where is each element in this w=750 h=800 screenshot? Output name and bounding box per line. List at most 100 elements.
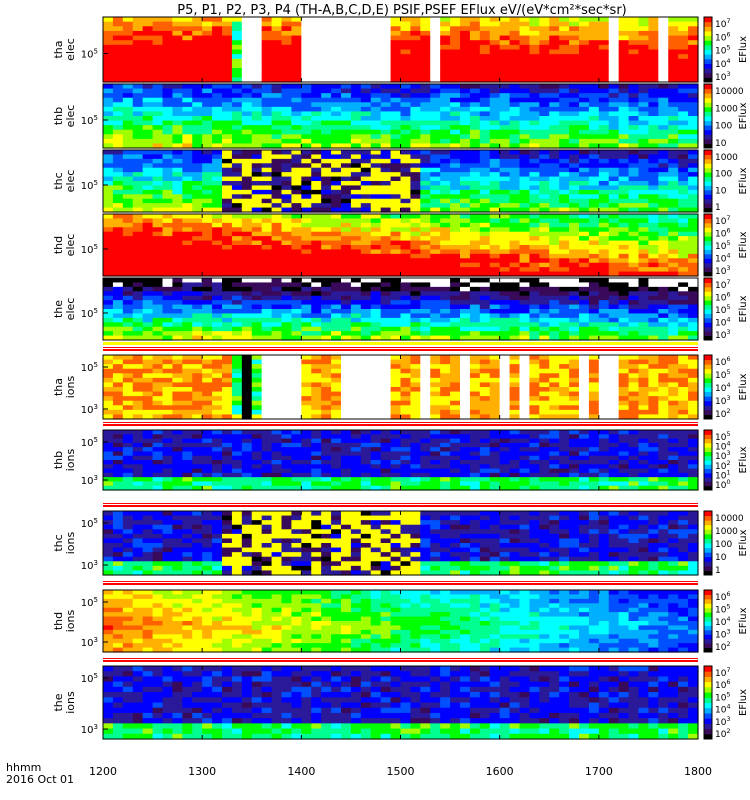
spectrogram-cell (628, 282, 640, 288)
spectrogram-cell (539, 21, 550, 27)
spectrogram-cell (499, 102, 511, 108)
spectrogram-cell (509, 262, 521, 268)
spectrogram-cell (271, 231, 283, 237)
spectrogram-cell (539, 172, 550, 178)
spectrogram-cell (212, 267, 223, 273)
spectrogram-cell (380, 143, 392, 149)
spectrogram-cell (529, 68, 540, 74)
spectrogram-cell (241, 368, 253, 374)
spectrogram-cell (331, 120, 342, 126)
spectrogram-cell (360, 207, 372, 213)
spectrogram-cell (291, 387, 302, 393)
spectrogram-cell (142, 278, 154, 284)
spectrogram-cell (489, 387, 501, 393)
spectrogram-cell (112, 35, 124, 41)
spectrogram-cell (281, 286, 293, 292)
spectrogram-cell (142, 295, 154, 301)
spectrogram-cell (142, 304, 154, 310)
spectrogram-cell (360, 355, 372, 361)
spectrogram-cell (301, 262, 312, 268)
spectrogram-cell (380, 400, 392, 406)
spectrogram-cell (460, 355, 471, 361)
spectrogram-cell (688, 231, 699, 237)
spectrogram-cell (460, 68, 471, 74)
spectrogram-cell (648, 218, 659, 224)
spectrogram-cell (132, 309, 144, 315)
spectrogram-cell (241, 304, 253, 310)
spectrogram-cell (122, 291, 134, 297)
spectrogram-cell (390, 231, 402, 237)
spectrogram-cell (172, 300, 183, 306)
colorbar-step (704, 267, 712, 273)
spectrogram-cell (370, 355, 382, 361)
spectrogram-cell (291, 194, 302, 200)
spectrogram-cell (311, 271, 322, 277)
spectrogram-cell (192, 300, 203, 306)
spectrogram-cell (162, 258, 174, 264)
spectrogram-cell (420, 143, 431, 149)
spectrogram-cell (271, 331, 283, 337)
spectrogram-cell (450, 185, 461, 191)
spectrogram-cell (440, 282, 451, 288)
spectrogram-cell (479, 26, 491, 32)
spectrogram-cell (648, 21, 659, 27)
spectrogram-cell (588, 262, 600, 268)
spectrogram-cell (281, 322, 293, 328)
spectrogram-cell (380, 291, 392, 297)
spectrogram-cell (420, 368, 431, 374)
spectrogram-cell (122, 185, 134, 191)
spectrogram-cell (321, 262, 332, 268)
spectrogram-cell (152, 102, 164, 108)
spectrogram-cell (122, 368, 134, 374)
spectrogram-cell (469, 138, 481, 145)
spectrogram-cell (241, 282, 253, 288)
spectrogram-cell (103, 40, 114, 46)
spectrogram-cell (519, 26, 531, 32)
spectrogram-cell (569, 172, 580, 178)
spectrogram-cell (559, 271, 570, 277)
spectrogram-cell (638, 167, 650, 173)
spectrogram-cell (450, 198, 461, 204)
spectrogram-cell (222, 387, 233, 393)
spectrogram-cell (321, 116, 332, 122)
spectrogram-cell (390, 304, 402, 310)
colorbar-tick-label: 107 (715, 279, 730, 291)
spectrogram-cell (638, 102, 650, 108)
colorbar-step (704, 240, 712, 246)
spectrogram-cell (628, 44, 640, 51)
spectrogram-cell (638, 317, 650, 323)
spectrogram-cell (172, 291, 183, 297)
spectrogram-cell (331, 97, 342, 103)
spectrogram-cell (103, 84, 114, 90)
spectrogram-cell (509, 309, 521, 315)
spectrogram-cell (420, 49, 431, 55)
spectrogram-cell (559, 203, 570, 209)
spectrogram-cell (301, 120, 312, 126)
spectrogram-cell (440, 262, 451, 268)
spectrogram-cell (539, 125, 550, 131)
spectrogram-cell (370, 84, 382, 90)
spectrogram-cell (271, 88, 283, 94)
spectrogram-cell (112, 40, 124, 46)
spectrogram-cell (162, 116, 174, 122)
spectrogram-cell (251, 377, 263, 384)
spectrogram-cell (559, 129, 570, 135)
spectrogram-cell (598, 245, 610, 251)
spectrogram-cell (142, 359, 154, 365)
spectrogram-cell (658, 44, 669, 51)
spectrogram-cell (202, 93, 213, 99)
spectrogram-cell (311, 368, 322, 374)
spectrogram-cell (212, 189, 223, 195)
spectrogram-cell (251, 282, 263, 288)
spectrogram-cell (539, 97, 550, 103)
spectrogram-cell (519, 72, 531, 78)
colorbar-step (704, 227, 712, 233)
spectrogram-cell (103, 58, 114, 65)
spectrogram-cell (360, 300, 372, 306)
spectrogram-cell (390, 218, 402, 224)
spectrogram-cell (469, 181, 481, 187)
spectrogram-cell (638, 35, 650, 41)
spectrogram-cell (172, 154, 183, 160)
spectrogram-cell (331, 214, 342, 220)
spectrogram-cell (370, 291, 382, 297)
